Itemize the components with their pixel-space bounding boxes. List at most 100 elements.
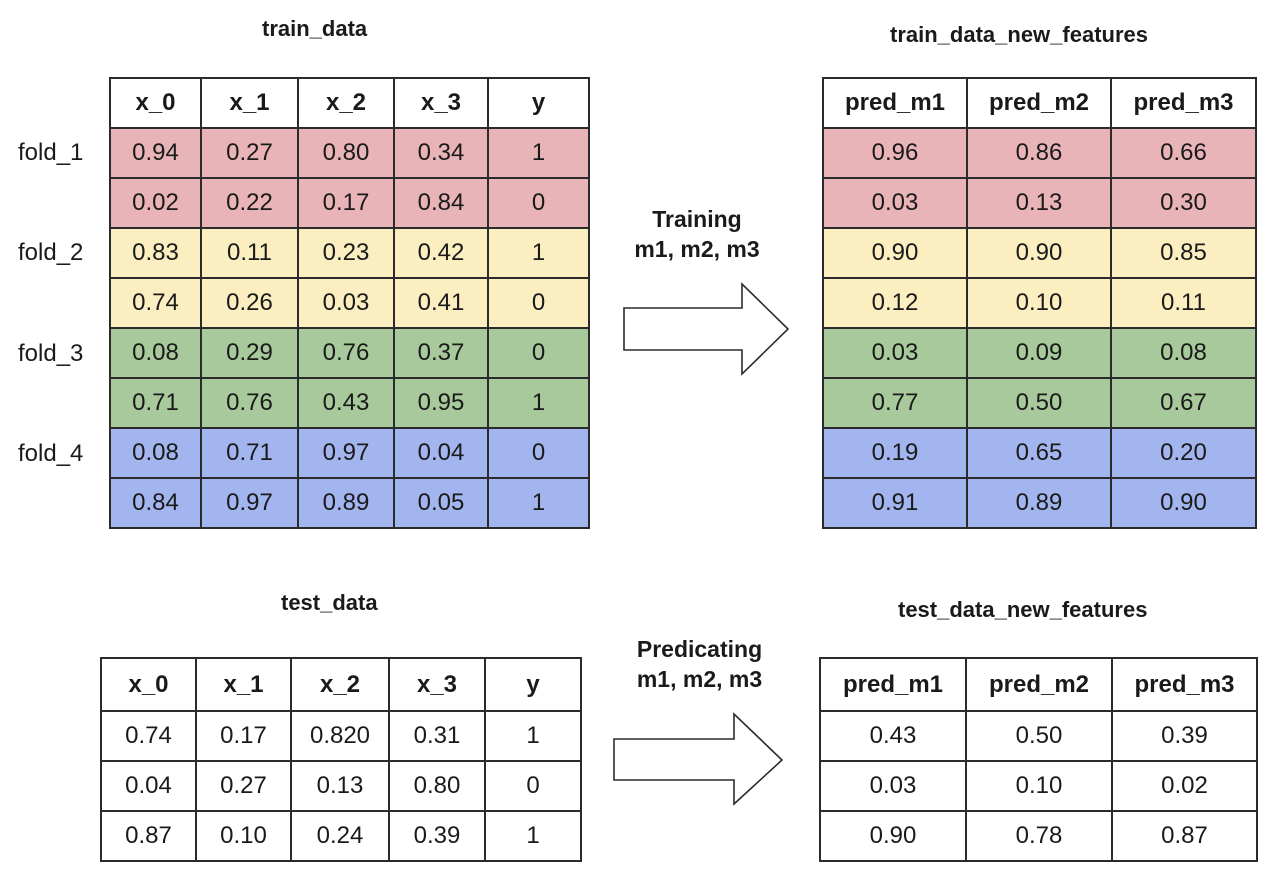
table-cell: 0.94: [109, 127, 202, 179]
table-cell: 0.90: [822, 227, 968, 279]
table-cell: 1: [487, 127, 590, 179]
table-row: 0.90 0.78 0.87: [819, 810, 1258, 862]
table-cell: 0.66: [1110, 127, 1257, 179]
table-row: 0.08 0.71 0.97 0.04 0: [109, 427, 590, 479]
table-cell: 0.85: [1110, 227, 1257, 279]
table-cell: 0.820: [290, 710, 390, 762]
training-label-line2: m1, m2, m3: [634, 236, 760, 262]
train-new-features-body: 0.96 0.86 0.66 0.03 0.13 0.30 0.90 0.90 0.85 0.12…: [822, 127, 1257, 529]
table-cell: 0.19: [822, 427, 968, 479]
col-header-pred-m2: pred_m2: [966, 77, 1112, 129]
table-row: 0.43 0.50 0.39: [819, 710, 1258, 762]
train-header-row: x_0 x_1 x_2 x_3 y: [109, 77, 590, 129]
table-cell: 0.10: [965, 760, 1113, 812]
table-cell: 0.43: [297, 377, 395, 429]
test-new-features-table: pred_m1 pred_m2 pred_m3 0.43 0.50 0.39 0.03…: [819, 657, 1258, 862]
table-cell: 0.90: [966, 227, 1112, 279]
table-cell: 0.97: [200, 477, 299, 529]
table-row: 0.84 0.97 0.89 0.05 1: [109, 477, 590, 529]
table-cell: 1: [484, 710, 582, 762]
col-header-pred-m1: pred_m1: [819, 657, 967, 712]
table-cell: 0.80: [297, 127, 395, 179]
fold-label-4: fold_4: [18, 440, 84, 467]
table-row: 0.71 0.76 0.43 0.95 1: [109, 377, 590, 429]
table-cell: 0.30: [1110, 177, 1257, 229]
table-cell: 0.42: [393, 227, 489, 279]
train-new-features-table: pred_m1 pred_m2 pred_m3 0.96 0.86 0.66 0.03…: [822, 77, 1257, 529]
table-cell: 0.83: [109, 227, 202, 279]
table-cell: 1: [484, 810, 582, 862]
table-cell: 0.41: [393, 277, 489, 329]
table-row: 0.96 0.86 0.66: [822, 127, 1257, 179]
table-cell: 0.10: [195, 810, 292, 862]
table-cell: 0.12: [822, 277, 968, 329]
table-cell: 0.27: [200, 127, 299, 179]
col-header-x1: x_1: [195, 657, 292, 712]
test-data-body: 0.74 0.17 0.820 0.31 1 0.04 0.27 0.13 0.80 0 0.87 0…: [100, 710, 582, 862]
col-header-x3: x_3: [388, 657, 486, 712]
table-cell: 0.05: [393, 477, 489, 529]
table-cell: 0.39: [388, 810, 486, 862]
table-row: 0.90 0.90 0.85: [822, 227, 1257, 279]
table-cell: 0.96: [822, 127, 968, 179]
table-cell: 0.11: [1110, 277, 1257, 329]
table-cell: 0.34: [393, 127, 489, 179]
train-data-title: train_data: [262, 16, 368, 41]
test-new-header-row: pred_m1 pred_m2 pred_m3: [819, 657, 1258, 712]
table-cell: 0.74: [100, 710, 197, 762]
col-header-x0: x_0: [109, 77, 202, 129]
table-row: 0.91 0.89 0.90: [822, 477, 1257, 529]
col-header-pred-m2: pred_m2: [965, 657, 1113, 712]
table-cell: 0.76: [200, 377, 299, 429]
table-cell: 0.26: [200, 277, 299, 329]
table-row: 0.77 0.50 0.67: [822, 377, 1257, 429]
table-cell: 0.09: [966, 327, 1112, 379]
table-row: 0.04 0.27 0.13 0.80 0: [100, 760, 582, 812]
predicting-arrow-label: Predicating m1, m2, m3: [612, 634, 787, 694]
table-row: 0.74 0.17 0.820 0.31 1: [100, 710, 582, 762]
table-cell: 0.87: [100, 810, 197, 862]
table-cell: 0.08: [1110, 327, 1257, 379]
table-cell: 0.90: [1110, 477, 1257, 529]
table-cell: 0.31: [388, 710, 486, 762]
table-row: 0.02 0.22 0.17 0.84 0: [109, 177, 590, 229]
table-cell: 0.08: [109, 427, 202, 479]
table-row: 0.19 0.65 0.20: [822, 427, 1257, 479]
table-cell: 0.11: [200, 227, 299, 279]
table-cell: 0.04: [393, 427, 489, 479]
table-cell: 0: [487, 327, 590, 379]
table-cell: 0.77: [822, 377, 968, 429]
table-cell: 0.08: [109, 327, 202, 379]
col-header-pred-m1: pred_m1: [822, 77, 968, 129]
table-cell: 0.02: [109, 177, 202, 229]
table-cell: 0.37: [393, 327, 489, 379]
table-row: 0.74 0.26 0.03 0.41 0: [109, 277, 590, 329]
table-cell: 0.22: [200, 177, 299, 229]
table-cell: 0.78: [965, 810, 1113, 862]
col-header-x2: x_2: [290, 657, 390, 712]
table-cell: 0.03: [822, 177, 968, 229]
table-cell: 0.89: [966, 477, 1112, 529]
fold-label-2: fold_2: [18, 239, 84, 266]
table-cell: 0.84: [109, 477, 202, 529]
table-cell: 0.39: [1111, 710, 1258, 762]
col-header-y: y: [484, 657, 582, 712]
train-data-body: 0.94 0.27 0.80 0.34 1 0.02 0.22 0.17 0.84 0 0.83 0.…: [109, 127, 590, 529]
predicting-arrow-icon: [613, 712, 784, 806]
table-cell: 0.13: [966, 177, 1112, 229]
table-cell: 0.91: [822, 477, 968, 529]
table-row: 0.03 0.09 0.08: [822, 327, 1257, 379]
table-cell: 0.89: [297, 477, 395, 529]
table-cell: 1: [487, 227, 590, 279]
table-cell: 0.87: [1111, 810, 1258, 862]
table-cell: 0.74: [109, 277, 202, 329]
table-cell: 0.97: [297, 427, 395, 479]
test-new-features-title: test_data_new_features: [898, 597, 1148, 622]
table-cell: 0.03: [822, 327, 968, 379]
table-row: 0.87 0.10 0.24 0.39 1: [100, 810, 582, 862]
table-cell: 0.13: [290, 760, 390, 812]
table-cell: 0.50: [965, 710, 1113, 762]
table-cell: 0.95: [393, 377, 489, 429]
table-cell: 0.90: [819, 810, 967, 862]
col-header-x1: x_1: [200, 77, 299, 129]
